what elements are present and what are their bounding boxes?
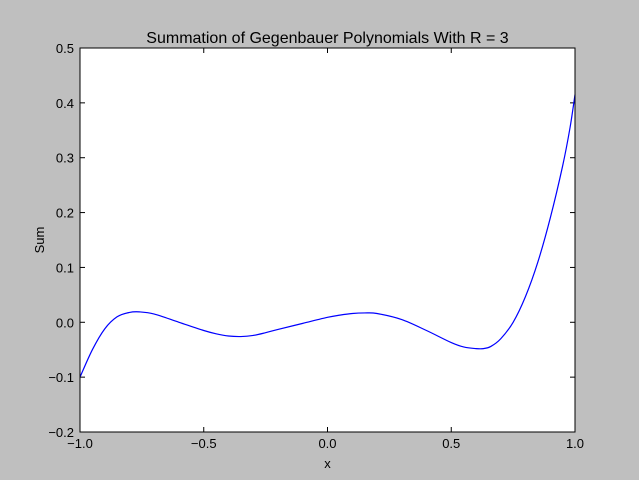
chart-title: Summation of Gegenbauer Polynomials With…: [146, 30, 509, 47]
y-axis-label: Sum: [32, 227, 47, 254]
y-tick-label: 0.5: [56, 41, 74, 56]
y-tick-label: 0.1: [56, 260, 74, 275]
plot-frame: [79, 47, 576, 433]
y-tick-label: 0.3: [56, 151, 74, 166]
x-tick-label: 0.0: [318, 436, 336, 451]
data-series: [79, 94, 576, 378]
x-tick-label: −0.5: [191, 436, 217, 451]
x-tick-label: 1.0: [566, 436, 584, 451]
x-tick-label: −1.0: [67, 436, 93, 451]
y-tick-label: 0.2: [56, 206, 74, 221]
y-tick-label: −0.2: [48, 425, 74, 440]
plot-area: [80, 48, 575, 432]
x-axis-label: x: [324, 456, 331, 471]
y-tick-label: −0.1: [48, 370, 74, 385]
x-tick-label: 0.5: [442, 436, 460, 451]
axis-tick-labels: −1.0 −0.5 0.0 0.5 1.0 −0.2 −0.1 0.0 0.1 0.2 0.3 0.4…: [48, 41, 584, 451]
y-tick-label: 0.0: [56, 315, 74, 330]
series-line-0: [79, 94, 576, 378]
y-tick-label: 0.4: [56, 96, 74, 111]
